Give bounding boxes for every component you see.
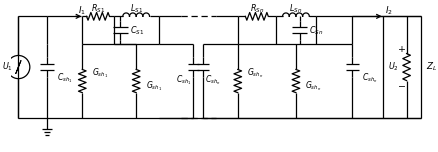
Text: $I_2$: $I_2$ xyxy=(384,4,392,17)
Text: $C_{sh_n}$: $C_{sh_n}$ xyxy=(361,72,377,85)
Text: $I_1$: $I_1$ xyxy=(78,4,86,17)
Text: $C_{sh_1}$: $C_{sh_1}$ xyxy=(57,72,72,85)
Text: $G_{sh_1}$: $G_{sh_1}$ xyxy=(92,67,108,80)
Text: $C_{sh_n}$: $C_{sh_n}$ xyxy=(205,74,220,87)
Text: $R_{Sn}$: $R_{Sn}$ xyxy=(249,2,263,15)
Text: $G_{sh_1}$: $G_{sh_1}$ xyxy=(145,79,162,93)
Text: $G_{sh_n}$: $G_{sh_n}$ xyxy=(247,67,263,80)
Text: +: + xyxy=(397,45,405,54)
Text: $U_2$: $U_2$ xyxy=(387,61,398,73)
Text: $C_{S1}$: $C_{S1}$ xyxy=(130,24,144,37)
Text: $R_{S1}$: $R_{S1}$ xyxy=(91,2,105,15)
Text: $L_{Sn}$: $L_{Sn}$ xyxy=(289,2,302,15)
Text: $Z_L$: $Z_L$ xyxy=(425,61,436,73)
Text: $-$: $-$ xyxy=(396,80,406,89)
Text: $C_{Sn}$: $C_{Sn}$ xyxy=(309,24,323,37)
Text: $U_1$: $U_1$ xyxy=(2,61,13,73)
Text: $G_{sh_n}$: $G_{sh_n}$ xyxy=(305,79,321,93)
Text: $L_{S1}$: $L_{S1}$ xyxy=(129,2,142,15)
Text: $C_{sh_1}$: $C_{sh_1}$ xyxy=(176,74,191,87)
